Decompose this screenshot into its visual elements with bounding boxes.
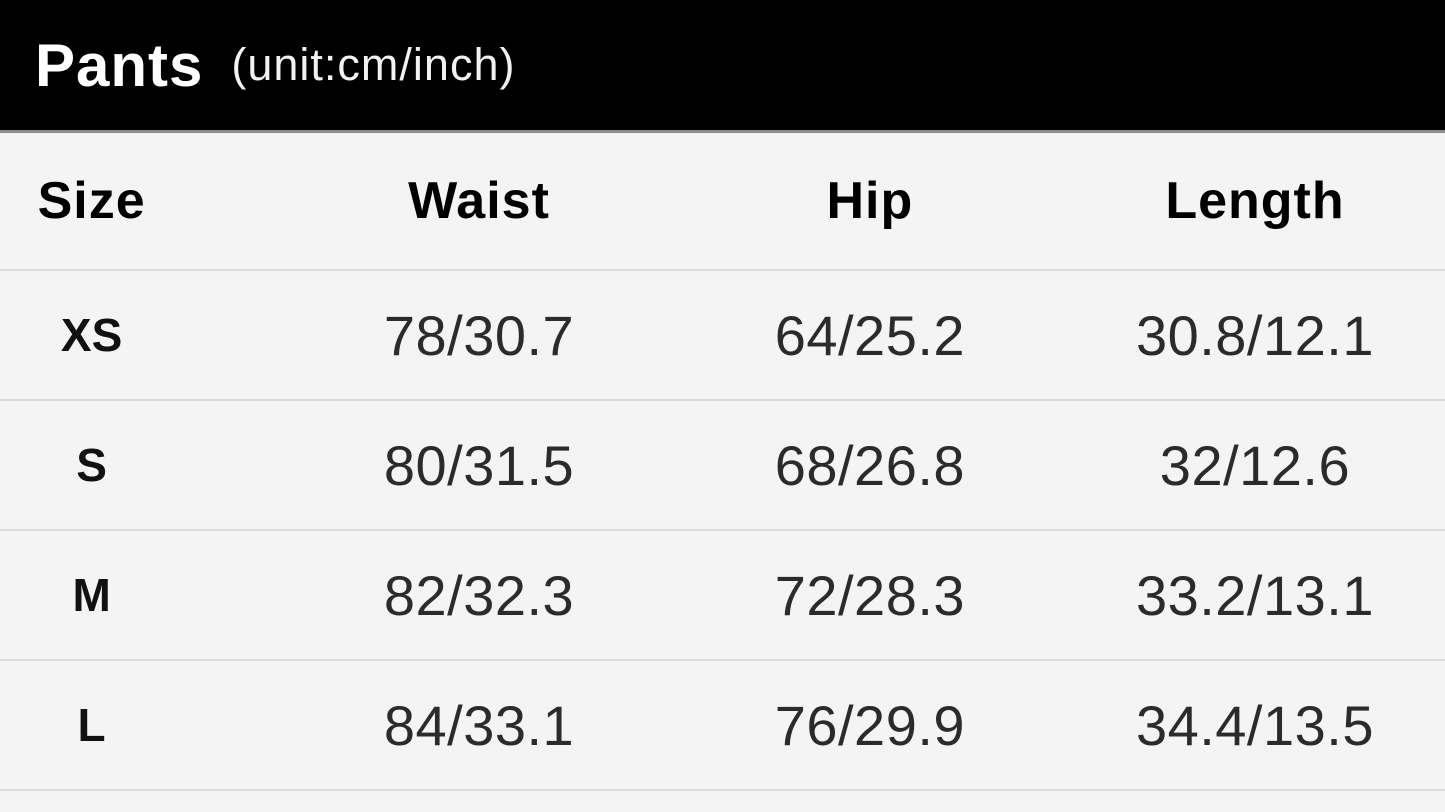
waist-cell: 84/33.1 (383, 693, 575, 757)
hip-cell: 68/26.8 (774, 433, 966, 497)
waist-cell: 82/32.3 (383, 563, 575, 627)
size-cell: XS (60, 309, 123, 361)
size-cell: M (72, 569, 111, 621)
table-row-partial (0, 789, 1445, 812)
table-row-l: L 84/33.1 76/29.9 34.4/13.5 (0, 659, 1445, 789)
table-header-row: Size Waist Hip Length (0, 133, 1445, 269)
waist-cell: 78/30.7 (383, 303, 575, 367)
title-bar: Pants (unit:cm/inch) (0, 0, 1445, 133)
table-row-m: M 82/32.3 72/28.3 33.2/13.1 (0, 529, 1445, 659)
column-header-waist: Waist (408, 172, 550, 230)
unit-label: (unit:cm/inch) (231, 39, 516, 90)
length-cell: 30.8/12.1 (1135, 303, 1374, 367)
size-cell: S (76, 439, 107, 491)
size-cell: L (77, 699, 106, 751)
length-cell: 33.2/13.1 (1135, 563, 1374, 627)
table-row-xs: XS 78/30.7 64/25.2 30.8/12.1 (0, 269, 1445, 399)
column-header-hip: Hip (826, 172, 914, 230)
length-cell: 32/12.6 (1159, 433, 1351, 497)
chart-title: Pants (35, 31, 204, 99)
hip-cell: 76/29.9 (774, 693, 966, 757)
waist-cell: 80/31.5 (383, 433, 575, 497)
table-row-s: S 80/31.5 68/26.8 32/12.6 (0, 399, 1445, 529)
size-table: Size Waist Hip Length XS 78/30.7 64/25.2… (0, 133, 1445, 812)
hip-cell: 64/25.2 (774, 303, 966, 367)
hip-cell: 72/28.3 (774, 563, 966, 627)
column-header-size: Size (37, 172, 146, 230)
column-header-length: Length (1165, 172, 1345, 230)
length-cell: 34.4/13.5 (1135, 693, 1374, 757)
